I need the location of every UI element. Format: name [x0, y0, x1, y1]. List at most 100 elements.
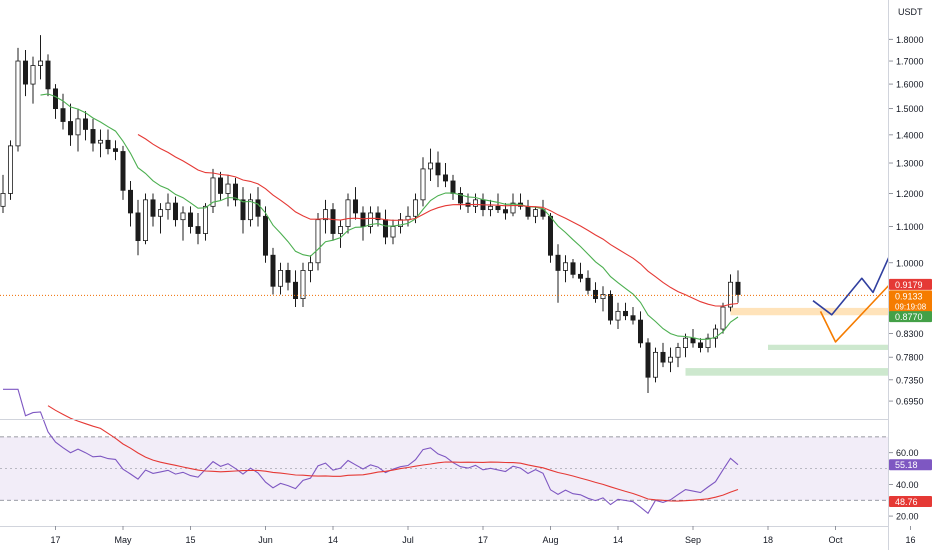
candle-body	[683, 338, 687, 347]
rsi-tick-label: 40.00	[896, 480, 919, 490]
time-tick-label: Jun	[258, 535, 273, 545]
candle-body	[488, 206, 492, 209]
support-tag: 0.8770	[889, 311, 932, 322]
candle-body	[286, 270, 290, 282]
candle-body	[436, 163, 440, 175]
candle-body	[443, 175, 447, 181]
candle	[316, 213, 320, 270]
candle-body	[593, 290, 597, 298]
candle-body	[226, 184, 230, 193]
time-tick-label: 17	[50, 535, 60, 545]
candle-body	[728, 282, 732, 307]
candle-body	[1, 193, 5, 206]
rsi-band	[0, 437, 888, 500]
candle-body	[53, 89, 57, 109]
rsi-tick-label: 20.00	[896, 512, 919, 522]
candle-body	[83, 119, 87, 130]
candle-body	[331, 210, 335, 234]
candle-body	[421, 169, 425, 200]
candle-body	[248, 200, 252, 220]
time-tick-label: 16	[905, 535, 915, 545]
candle-body	[8, 146, 12, 194]
price-tick-label: 0.7350	[896, 375, 924, 385]
candle-body	[533, 210, 537, 217]
candle	[16, 48, 20, 152]
price-tick-label: 1.6000	[896, 80, 924, 90]
candle-body	[301, 270, 305, 298]
candle-body	[196, 227, 200, 234]
candle-body	[428, 163, 432, 169]
candle-body	[76, 119, 80, 135]
candle-body	[256, 200, 260, 216]
price-tick-label: 1.5000	[896, 104, 924, 114]
candle-body	[121, 151, 125, 190]
candle-body	[736, 282, 740, 294]
candle-body	[308, 263, 312, 271]
price-tick-label: 1.8000	[896, 35, 924, 45]
candle-body	[578, 274, 582, 278]
price-tick-label: 1.7000	[896, 57, 924, 67]
candle-body	[556, 255, 560, 270]
candle-body	[218, 178, 222, 194]
price-tick-label: 1.0000	[896, 258, 924, 268]
candle-body	[698, 343, 702, 348]
candle-body	[293, 282, 297, 298]
time-tick-label: 17	[478, 535, 488, 545]
candle-body	[166, 203, 170, 210]
candle-body	[548, 216, 552, 255]
candle-body	[623, 311, 627, 315]
candle-body	[151, 200, 155, 216]
candle-body	[653, 352, 657, 377]
candle-body	[128, 190, 132, 213]
rsi-value-tag-text: 55.18	[895, 460, 918, 470]
candle-body	[451, 181, 455, 193]
support-zone-lower	[686, 368, 904, 376]
currency-label: USDT	[898, 7, 923, 17]
candle-body	[526, 206, 530, 216]
candle-body	[46, 61, 50, 89]
candle-body	[413, 200, 417, 216]
candle-body	[158, 210, 162, 217]
candle-body	[676, 348, 680, 358]
candle-body	[23, 61, 27, 84]
candle-body	[316, 220, 320, 263]
candle-body	[661, 352, 665, 362]
candle-body	[31, 66, 35, 85]
candle-body	[473, 200, 477, 206]
candle-body	[586, 278, 590, 290]
candle-body	[16, 61, 20, 146]
last-price-tag: 0.9179	[889, 279, 932, 290]
candle-body	[113, 149, 117, 152]
time-tick-label: 18	[763, 535, 773, 545]
price-tick-label: 0.7800	[896, 353, 924, 363]
candle-body	[188, 213, 192, 227]
price-tick-label: 1.3000	[896, 159, 924, 169]
candle-body	[353, 200, 357, 213]
candle-body	[38, 61, 42, 65]
candle-body	[338, 227, 342, 234]
candle-body	[383, 220, 387, 237]
candle-body	[721, 307, 725, 329]
candle-body	[98, 140, 102, 143]
candle	[143, 193, 147, 244]
mark-price-tag-text: 0.9133	[895, 291, 923, 301]
time-tick-label: Oct	[828, 535, 843, 545]
candle-body	[91, 129, 95, 143]
candle-body	[503, 210, 507, 213]
price-tick-label: 0.6950	[896, 397, 924, 407]
candle	[8, 140, 12, 200]
time-tick-label: 15	[185, 535, 195, 545]
candle-body	[143, 200, 147, 241]
support-zone-upper	[768, 345, 903, 350]
candle-body	[496, 206, 500, 209]
candle-body	[571, 263, 575, 275]
price-tick-label: 1.4000	[896, 130, 924, 140]
candle-body	[278, 270, 282, 286]
candle-body	[271, 255, 275, 286]
candle-body	[608, 294, 612, 320]
candle-body	[263, 216, 267, 255]
candle-body	[203, 206, 207, 233]
